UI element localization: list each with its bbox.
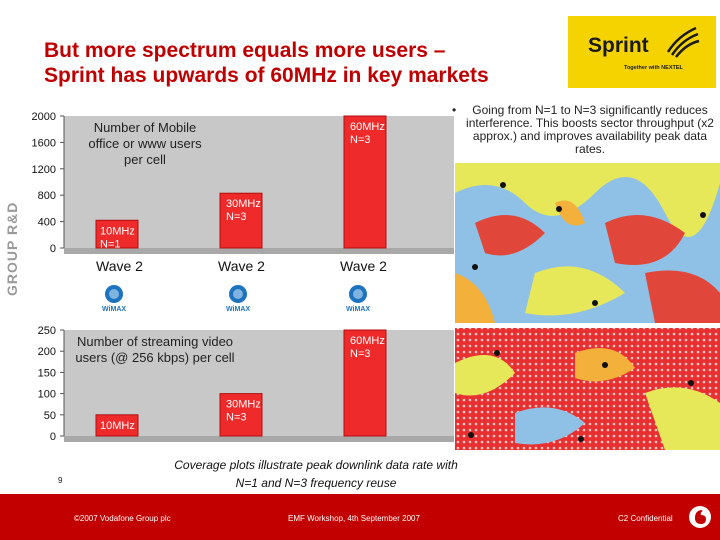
chart-floor xyxy=(64,248,454,254)
coverage-plot-n1 xyxy=(455,163,720,323)
bullet-dot-icon: • xyxy=(452,103,457,117)
chart-y-tick-label: 50 xyxy=(44,410,56,422)
chart-bar xyxy=(219,393,263,437)
chart-y-tick-label: 250 xyxy=(38,325,56,337)
coverage-caption: Coverage plots illustrate peak downlink … xyxy=(174,458,458,490)
title-line-1: But more spectrum equals more users – xyxy=(44,39,446,62)
chart-bar xyxy=(219,192,263,249)
wimax-logo-icon: WiMAX xyxy=(346,285,370,313)
chart-bar-label: 10MHz xyxy=(100,225,135,237)
chart-y-tick-label: 2000 xyxy=(32,111,56,123)
sprint-logo: Sprint Together with NEXTEL xyxy=(568,16,716,88)
title-line-2: Sprint has upwards of 60MHz in key marke… xyxy=(44,64,489,87)
coverage-plots xyxy=(455,163,720,450)
chart-y-tick-label: 150 xyxy=(38,367,56,379)
chart-bar-label: 60MHz xyxy=(350,335,385,347)
chart-bar xyxy=(95,219,139,249)
chart-bar xyxy=(343,329,387,437)
sprint-tagline: Together with NEXTEL xyxy=(624,65,683,71)
chart-bar xyxy=(95,414,139,437)
footer-bar xyxy=(0,494,720,540)
footer-classification: C2 Confidential xyxy=(618,514,673,523)
slide-title: But more spectrum equals more users – Sp… xyxy=(44,38,564,88)
chart-y-tick-label: 200 xyxy=(38,346,56,358)
chart-bar-label: N=3 xyxy=(226,211,247,223)
wave-label-2: Wave 2 xyxy=(218,258,265,274)
page-number: 9 xyxy=(58,476,63,485)
chart-floor xyxy=(64,436,454,442)
chart-bar-label: N=3 xyxy=(350,134,371,146)
chart-y-tick-label: 0 xyxy=(50,243,56,255)
chart-y-tick-label: 0 xyxy=(50,431,56,443)
chart-y-tick-label: 100 xyxy=(38,389,56,401)
wimax-logo-icon: WiMAX xyxy=(102,285,126,313)
chart-title: office or www users xyxy=(88,136,202,151)
chart-bar-label: 60MHz xyxy=(350,121,385,133)
chart-title: per cell xyxy=(124,152,166,167)
chart-bar-label: N=3 xyxy=(350,348,371,360)
charts-canvas: 040080012001600200010MHzN=130MHzN=360MHz… xyxy=(32,111,454,443)
chart-y-tick-label: 1200 xyxy=(32,164,56,176)
footer-copyright: ©2007 Vodafone Group plc xyxy=(74,514,171,523)
chart-bar-label: N=1 xyxy=(100,238,121,250)
footer-event: EMF Workshop, 4th September 2007 xyxy=(288,514,420,523)
bullet-text: Going from N=1 to N=3 significantly redu… xyxy=(466,103,714,156)
chart-title: Number of Mobile xyxy=(94,120,197,135)
bullet-point: • Going from N=1 to N=3 significantly re… xyxy=(452,104,714,156)
chart-y-tick-label: 400 xyxy=(38,217,56,229)
chart-bar xyxy=(343,115,387,249)
chart-bar-label: 30MHz xyxy=(226,399,261,411)
chart-y-tick-label: 800 xyxy=(38,190,56,202)
svg-text:WiMAX: WiMAX xyxy=(346,306,370,313)
chart-y-tick-label: 1600 xyxy=(32,137,56,149)
chart-bar-label: 10MHz xyxy=(100,420,135,432)
wave-label-3: Wave 2 xyxy=(340,258,387,274)
wimax-logo-icon: WiMAX xyxy=(226,285,250,313)
svg-text:WiMAX: WiMAX xyxy=(226,306,250,313)
wave-label-1: Wave 2 xyxy=(96,258,143,274)
chart-title: Number of streaming video xyxy=(77,334,233,349)
svg-text:WiMAX: WiMAX xyxy=(102,306,126,313)
chart-title: users (@ 256 kbps) per cell xyxy=(75,350,234,365)
sprint-wordmark: Sprint xyxy=(588,34,649,57)
vodafone-logo-icon xyxy=(689,506,711,528)
coverage-plot-n3 xyxy=(455,328,720,450)
chart-bar-label: 30MHz xyxy=(226,198,261,210)
sprint-swoosh-icon xyxy=(666,26,700,58)
chart-bar-label: N=3 xyxy=(226,412,247,424)
